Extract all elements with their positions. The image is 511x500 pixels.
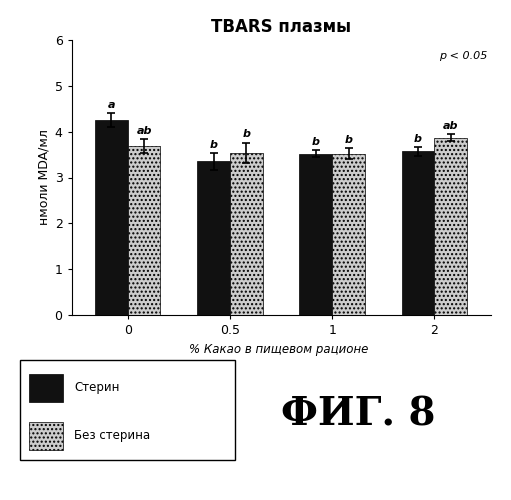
Y-axis label: нмоли MDA/мл: нмоли MDA/мл (37, 130, 51, 226)
Text: % Какао в пищевом рационе: % Какао в пищевом рационе (189, 342, 368, 355)
Bar (197, 162, 230, 315)
Text: ab: ab (443, 121, 458, 131)
Text: b: b (312, 137, 320, 147)
Bar (95, 120, 128, 315)
Bar (332, 154, 365, 315)
Title: TBARS плазмы: TBARS плазмы (211, 18, 351, 36)
Text: ФИГ. 8: ФИГ. 8 (281, 396, 435, 434)
Text: b: b (210, 140, 218, 150)
Text: Стерин: Стерин (74, 380, 120, 394)
Bar (402, 152, 434, 315)
Bar (434, 138, 467, 315)
Bar (128, 146, 160, 315)
Text: a: a (108, 100, 115, 110)
Text: Без стерина: Без стерина (74, 428, 150, 442)
Text: b: b (414, 134, 422, 143)
Bar (299, 154, 332, 315)
Text: p < 0.05: p < 0.05 (439, 52, 487, 62)
Text: ab: ab (136, 126, 152, 136)
Text: b: b (242, 130, 250, 140)
Bar (29, 422, 63, 450)
Bar (230, 153, 263, 315)
Bar (29, 374, 63, 402)
Text: b: b (344, 135, 353, 145)
